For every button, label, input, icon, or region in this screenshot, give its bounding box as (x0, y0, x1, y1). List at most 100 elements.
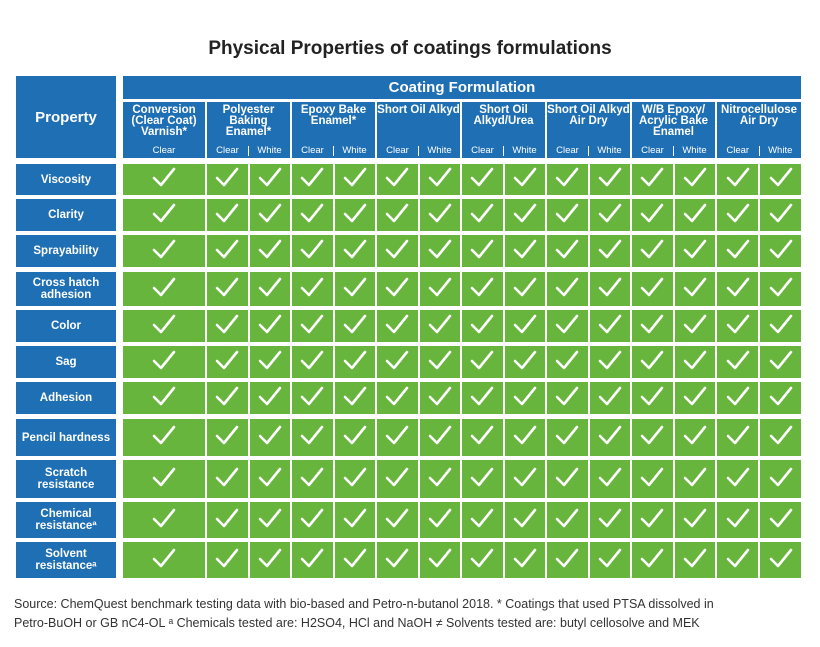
checkmark-icon (469, 238, 495, 265)
checkmark-icon (151, 424, 177, 451)
checkmark-icon (725, 349, 751, 376)
check-cell (207, 542, 248, 578)
check-cell (589, 419, 630, 456)
check-cell (419, 235, 460, 267)
checkmark-icon (151, 313, 177, 340)
check-cell (462, 419, 503, 456)
check-cell (462, 164, 503, 195)
check-cell (123, 310, 205, 342)
checkmark-icon (214, 238, 240, 265)
checkmark-icon (214, 313, 240, 340)
check-cell (292, 460, 333, 498)
check-cell (123, 235, 205, 267)
checkmark-icon (342, 313, 368, 340)
check-cell (462, 235, 503, 267)
check-cell (292, 542, 333, 578)
checkmark-icon (469, 466, 495, 493)
check-cell (589, 460, 630, 498)
check-cell (249, 419, 290, 456)
checkmark-icon (597, 466, 623, 493)
check-cell (632, 272, 673, 306)
check-cell (207, 382, 248, 414)
checkmark-icon (469, 202, 495, 229)
checkmark-icon (427, 276, 453, 303)
subheader-label: Clear (556, 145, 579, 156)
check-cell (674, 164, 715, 195)
check-cell (377, 235, 418, 267)
check-cell (547, 542, 588, 578)
check-cell (419, 346, 460, 378)
checkmark-icon (682, 424, 708, 451)
check-cell (589, 199, 630, 231)
check-cell (632, 199, 673, 231)
subheader-label: White (427, 145, 452, 156)
check-cell (334, 235, 375, 267)
check-cell (462, 382, 503, 414)
checkmark-icon (257, 466, 283, 493)
column-header: Short Oil Alkyd/Urea Clear White (462, 102, 545, 158)
check-cell (717, 235, 758, 267)
column-title: W/B Epoxy/ Acrylic Bake Enamel (638, 104, 709, 138)
check-cell (292, 310, 333, 342)
subheader-label: White (342, 145, 367, 156)
row-label: Cross hatch adhesion (16, 272, 116, 306)
checkmark-icon (384, 507, 410, 534)
checkmark-icon (768, 238, 794, 265)
subheader-label: White (597, 145, 622, 156)
checkmark-icon (151, 166, 177, 193)
check-cell (207, 502, 248, 538)
footnote-line-2: Petro-BuOH or GB nC4-OL ᵃ Chemicals test… (14, 616, 700, 630)
checkmark-icon (597, 385, 623, 412)
checkmark-icon (299, 547, 325, 574)
checkmark-icon (639, 238, 665, 265)
check-cell (632, 382, 673, 414)
check-cell (674, 235, 715, 267)
checkmark-icon (151, 349, 177, 376)
checkmark-icon (682, 238, 708, 265)
checkmark-icon (554, 238, 580, 265)
checkmark-icon (768, 466, 794, 493)
column-subheaders: Clear White (632, 145, 715, 156)
check-cell (249, 502, 290, 538)
column-header: Nitrocellulose Air Dry Clear White (717, 102, 801, 158)
check-cell (547, 419, 588, 456)
row-label: Clarity (16, 199, 116, 231)
check-cell (123, 164, 205, 195)
subheader-label: White (682, 145, 707, 156)
check-cell (504, 199, 545, 231)
checkmark-icon (299, 238, 325, 265)
checkmark-icon (151, 547, 177, 574)
subheader-label: Clear (386, 145, 409, 156)
checkmark-icon (384, 349, 410, 376)
checkmark-icon (512, 166, 538, 193)
check-cell (334, 272, 375, 306)
checkmark-icon (597, 276, 623, 303)
checkmark-icon (257, 238, 283, 265)
row-label: Sag (16, 346, 116, 378)
checkmark-icon (725, 507, 751, 534)
check-cell (760, 502, 801, 538)
check-cell (292, 199, 333, 231)
checkmark-icon (342, 424, 368, 451)
column-header: Conversion (Clear Coat) Varnish* Clear (123, 102, 205, 158)
checkmark-icon (554, 466, 580, 493)
checkmark-icon (427, 547, 453, 574)
checkmark-icon (682, 466, 708, 493)
row-label: Scratch resistance (16, 460, 116, 498)
checkmark-icon (469, 547, 495, 574)
check-cell (504, 346, 545, 378)
check-cell (292, 164, 333, 195)
check-cell (504, 310, 545, 342)
checkmark-icon (214, 385, 240, 412)
column-title: Short Oil Alkyd Air Dry (547, 104, 630, 127)
checkmark-icon (597, 349, 623, 376)
check-cell (547, 460, 588, 498)
checkmark-icon (597, 547, 623, 574)
row-label: Chemical resistanceª (16, 502, 116, 538)
checkmark-icon (768, 276, 794, 303)
check-cell (674, 382, 715, 414)
check-cell (207, 346, 248, 378)
checkmark-icon (257, 349, 283, 376)
subheader-divider (673, 146, 674, 156)
checkmark-icon (257, 385, 283, 412)
